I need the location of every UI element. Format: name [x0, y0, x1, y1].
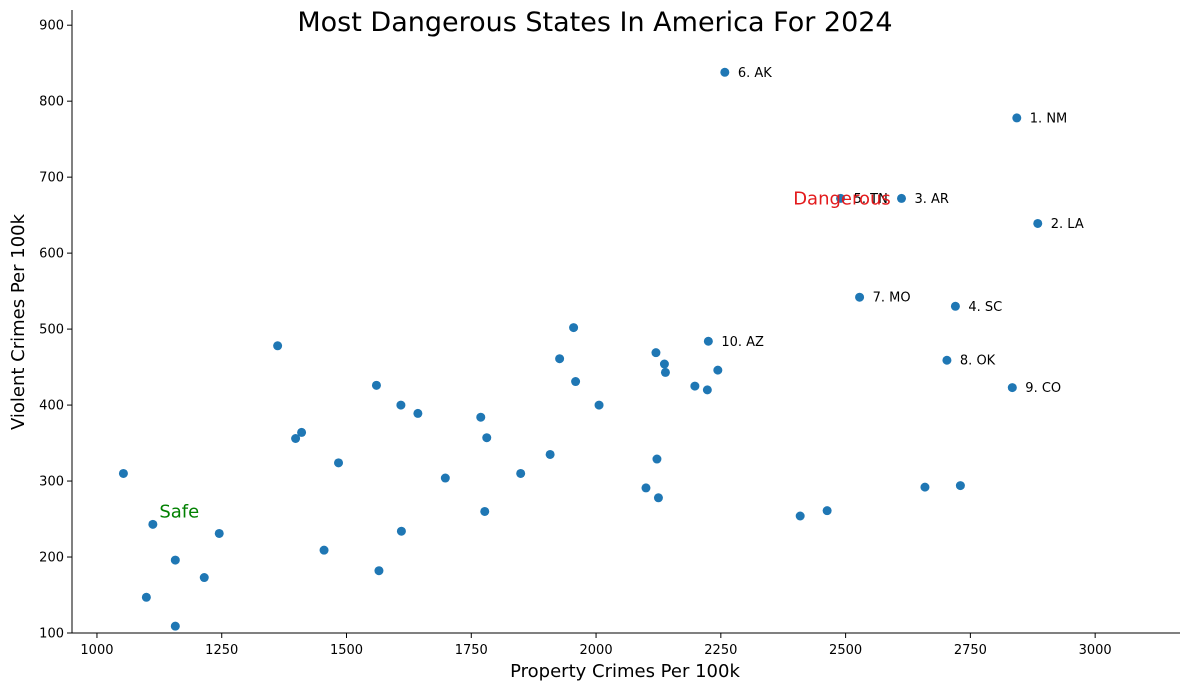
data-point: [660, 367, 670, 377]
data-point: [148, 519, 158, 529]
data-point: [480, 506, 490, 516]
data-point: [440, 473, 450, 483]
x-tick-label: 2250: [704, 643, 737, 658]
data-point: [291, 434, 301, 444]
data-point: [942, 355, 952, 365]
x-tick-label: 1500: [330, 643, 363, 658]
data-point: [374, 566, 384, 576]
x-tick-label: 2500: [829, 643, 862, 658]
data-point: [199, 573, 209, 583]
data-point: [297, 427, 307, 437]
y-axis-label: Violent Crimes Per 100k: [8, 213, 29, 430]
annotation-safe: Safe: [159, 501, 199, 522]
y-tick-label: 600: [39, 247, 64, 262]
data-point: [141, 592, 151, 602]
data-point: [396, 526, 406, 536]
data-point: [170, 621, 180, 631]
data-point: [555, 354, 565, 364]
data-point: [955, 481, 965, 491]
data-point: [795, 511, 805, 521]
axes: 1000 1250 1500 1750 2000 2250 2500 2750 3000 100 2…: [39, 10, 1180, 658]
y-tick-label: 900: [39, 19, 64, 34]
data-point: [822, 506, 832, 516]
point-label: 2. LA: [1051, 217, 1084, 232]
point-label: 4. SC: [968, 300, 1002, 315]
y-tick-label: 700: [39, 171, 64, 186]
data-point: [1012, 113, 1022, 123]
data-point: [214, 528, 224, 538]
data-point: [720, 67, 730, 77]
data-point: [371, 380, 381, 390]
y-tick-label: 200: [39, 551, 64, 566]
y-tick-label: 400: [39, 399, 64, 414]
data-points: [118, 67, 1043, 631]
chart-title: Most Dangerous States In America For 202…: [297, 7, 892, 38]
data-point: [476, 412, 486, 422]
point-label: 9. CO: [1025, 381, 1061, 396]
data-point: [836, 193, 846, 203]
data-point: [1007, 383, 1017, 393]
data-point: [653, 493, 663, 503]
data-point: [334, 458, 344, 468]
x-tick-label: 3000: [1079, 643, 1112, 658]
x-tick-label: 1250: [205, 643, 238, 658]
data-point: [652, 454, 662, 464]
data-point: [703, 336, 713, 346]
data-point: [690, 381, 700, 391]
data-point: [396, 400, 406, 410]
data-point: [569, 323, 579, 333]
x-axis-label: Property Crimes Per 100k: [510, 661, 740, 682]
data-point: [897, 193, 907, 203]
point-labels: 1. NM 2. LA 3. AR 4. SC 5. TN 6. AK 7. MO 8. OK…: [721, 66, 1083, 396]
data-point: [920, 482, 930, 492]
data-point: [651, 348, 661, 358]
data-point: [118, 468, 128, 478]
point-label: 1. NM: [1030, 111, 1067, 126]
x-tick-label: 1000: [80, 643, 113, 658]
point-label: 5. TN: [854, 192, 888, 207]
data-point: [702, 385, 712, 395]
point-label: 8. OK: [960, 354, 996, 369]
data-point: [641, 483, 651, 493]
data-point: [594, 400, 604, 410]
data-point: [713, 365, 723, 375]
data-point: [413, 408, 423, 418]
data-point: [516, 468, 526, 478]
data-point: [273, 341, 283, 351]
data-point: [1033, 218, 1043, 228]
x-tick-label: 2000: [580, 643, 613, 658]
point-label: 7. MO: [873, 291, 911, 306]
x-tick-label: 2750: [954, 643, 987, 658]
data-point: [170, 555, 180, 565]
data-point: [659, 359, 669, 369]
data-point: [950, 301, 960, 311]
point-label: 6. AK: [738, 66, 772, 81]
y-tick-label: 800: [39, 95, 64, 110]
data-point: [855, 292, 865, 302]
x-tick-label: 1750: [455, 643, 488, 658]
data-point: [482, 433, 492, 443]
annotation-dangerous: Dangerous: [793, 188, 891, 209]
data-point: [319, 545, 329, 555]
y-tick-label: 500: [39, 323, 64, 338]
y-tick-label: 100: [39, 627, 64, 642]
data-point: [545, 449, 555, 459]
point-label: 3. AR: [915, 192, 949, 207]
annotations: Dangerous Safe: [159, 188, 890, 522]
data-point: [571, 377, 581, 387]
point-label: 10. AZ: [721, 335, 764, 350]
y-tick-label: 300: [39, 475, 64, 490]
